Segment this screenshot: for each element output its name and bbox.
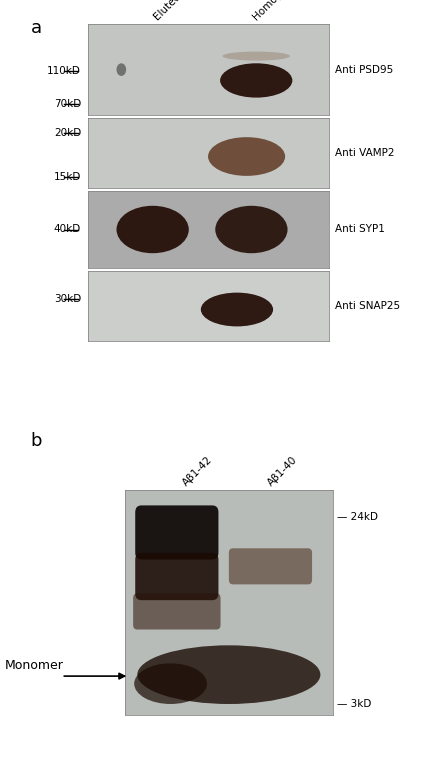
Text: 40kD: 40kD [54,224,81,235]
Text: 110kD: 110kD [47,67,81,76]
Text: Monomer: Monomer [4,659,63,672]
Text: Eluted fraction: Eluted fraction [152,0,214,22]
Text: 20kD: 20kD [54,129,81,138]
Text: b: b [31,432,42,451]
Text: Anti PSD95: Anti PSD95 [335,64,393,75]
FancyBboxPatch shape [135,553,219,601]
Text: 30kD: 30kD [54,294,81,304]
Ellipse shape [117,63,126,76]
Text: — 24kD: — 24kD [337,512,378,522]
Text: Aβ1-42: Aβ1-42 [181,454,215,488]
Ellipse shape [215,206,287,253]
Text: 70kD: 70kD [54,99,81,109]
Text: Homogenate: Homogenate [251,0,306,22]
Text: Anti SNAP25: Anti SNAP25 [335,301,400,311]
Ellipse shape [137,646,320,704]
Ellipse shape [223,51,290,60]
Ellipse shape [117,206,189,253]
Text: Anti SYP1: Anti SYP1 [335,224,385,235]
Text: a: a [31,19,42,37]
FancyBboxPatch shape [229,549,312,584]
Text: 15kD: 15kD [53,172,81,182]
FancyBboxPatch shape [135,506,219,559]
Text: Anti VAMP2: Anti VAMP2 [335,148,395,158]
Ellipse shape [134,663,207,704]
Text: Aβ1-40: Aβ1-40 [266,454,300,488]
FancyBboxPatch shape [133,594,220,630]
Ellipse shape [201,293,273,327]
Ellipse shape [220,63,292,98]
Text: — 3kD: — 3kD [337,699,371,709]
Ellipse shape [208,137,285,176]
